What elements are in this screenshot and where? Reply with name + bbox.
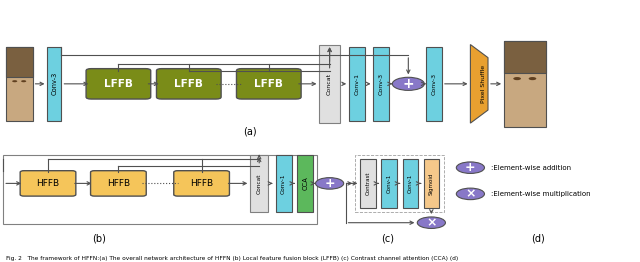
Text: (d): (d) xyxy=(531,233,545,243)
Text: ×: × xyxy=(465,187,476,200)
Text: Conv-3: Conv-3 xyxy=(379,73,384,95)
Text: Conv-1: Conv-1 xyxy=(281,173,286,194)
Bar xyxy=(6,47,33,121)
Text: CCA: CCA xyxy=(302,177,308,190)
Bar xyxy=(250,155,268,212)
Text: Conv-3: Conv-3 xyxy=(51,72,58,95)
FancyBboxPatch shape xyxy=(91,171,146,196)
Bar xyxy=(426,47,442,121)
Bar xyxy=(403,159,418,208)
Circle shape xyxy=(21,80,26,82)
Text: Conv-1: Conv-1 xyxy=(408,174,413,193)
Text: Conv-1: Conv-1 xyxy=(355,73,360,95)
Text: (c): (c) xyxy=(381,233,394,243)
Polygon shape xyxy=(470,45,488,123)
Circle shape xyxy=(12,80,17,82)
Text: Fig. 2   The framework of HFFN:(a) The overall network architecture of HFFN (b) : Fig. 2 The framework of HFFN:(a) The ove… xyxy=(6,256,459,261)
Text: (a): (a) xyxy=(243,126,257,136)
Bar xyxy=(319,45,340,123)
Text: Pixel Shuffle: Pixel Shuffle xyxy=(481,65,486,103)
Circle shape xyxy=(513,77,521,80)
Circle shape xyxy=(529,77,536,80)
Circle shape xyxy=(456,188,484,200)
Bar xyxy=(504,41,545,73)
Bar xyxy=(3,155,317,224)
Circle shape xyxy=(316,178,344,189)
Text: HFFB: HFFB xyxy=(36,179,60,188)
FancyBboxPatch shape xyxy=(86,69,151,99)
Text: Concat: Concat xyxy=(327,73,332,95)
Circle shape xyxy=(392,77,424,90)
Text: :Element-wise addition: :Element-wise addition xyxy=(491,165,571,171)
Text: HFFB: HFFB xyxy=(107,179,130,188)
Text: Contrast: Contrast xyxy=(365,172,371,195)
FancyBboxPatch shape xyxy=(20,171,76,196)
Bar xyxy=(360,159,376,208)
Text: Sigmoid: Sigmoid xyxy=(429,172,434,195)
Text: ×: × xyxy=(426,216,436,229)
Text: +: + xyxy=(403,77,414,91)
Text: +: + xyxy=(324,177,335,190)
Bar xyxy=(374,47,389,121)
FancyBboxPatch shape xyxy=(237,69,301,99)
Bar xyxy=(275,155,292,212)
Text: Conv-1: Conv-1 xyxy=(387,174,392,193)
Text: (b): (b) xyxy=(92,233,106,243)
Circle shape xyxy=(456,162,484,173)
Circle shape xyxy=(417,217,445,228)
Bar xyxy=(349,47,365,121)
Bar xyxy=(6,47,33,77)
Text: LFFB: LFFB xyxy=(104,79,133,89)
Bar xyxy=(424,159,439,208)
Bar xyxy=(297,155,314,212)
FancyBboxPatch shape xyxy=(156,69,221,99)
Bar xyxy=(355,155,444,212)
Text: Conv-3: Conv-3 xyxy=(431,73,436,95)
Text: Concat: Concat xyxy=(257,173,262,194)
Text: +: + xyxy=(465,161,476,174)
Text: LFFB: LFFB xyxy=(254,79,284,89)
Text: LFFB: LFFB xyxy=(174,79,204,89)
Bar xyxy=(504,41,545,127)
Text: HFFB: HFFB xyxy=(190,179,213,188)
Bar xyxy=(381,159,397,208)
Text: :Element-wise multiplication: :Element-wise multiplication xyxy=(491,191,591,197)
FancyBboxPatch shape xyxy=(174,171,230,196)
Bar xyxy=(47,47,61,121)
